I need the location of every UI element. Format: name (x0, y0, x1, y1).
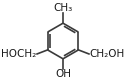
Text: HOCH₂: HOCH₂ (1, 49, 36, 59)
Text: OH: OH (55, 69, 71, 79)
Text: CH₃: CH₃ (53, 3, 73, 13)
Text: CH₂OH: CH₂OH (90, 49, 125, 59)
